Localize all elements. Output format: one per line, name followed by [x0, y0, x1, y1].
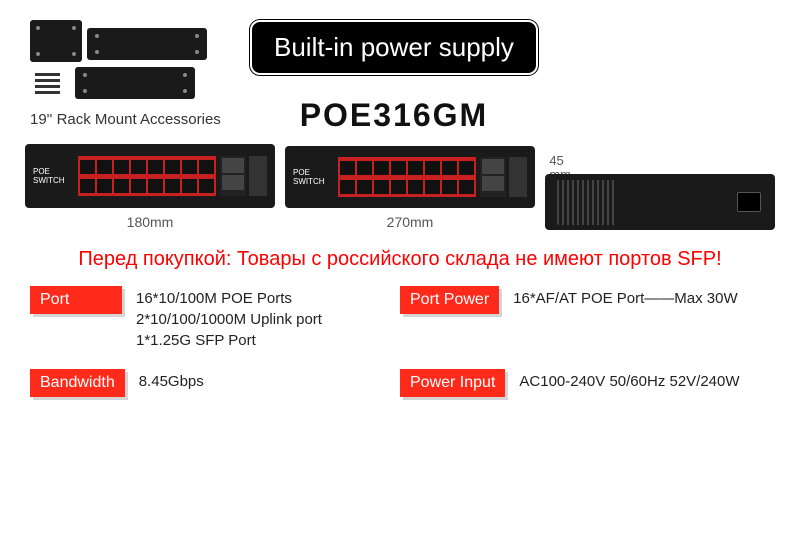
- spec-value-bandwidth: 8.45Gbps: [125, 369, 204, 392]
- spec-value-power-input: AC100-240V 50/60Hz 52V/240W: [505, 369, 739, 392]
- bracket-long-bottom: [75, 67, 195, 99]
- uplink-ports-2: [480, 157, 506, 197]
- width-dimension-2: 270mm: [285, 214, 535, 230]
- width-dimension-1: 180mm: [25, 214, 275, 230]
- bracket-small: [30, 20, 82, 62]
- spec-value-port: 16*10/100M POE Ports 2*10/100/1000M Upli…: [122, 286, 322, 351]
- uplink-ports: [220, 156, 246, 196]
- power-supply-badge: Built-in power supply: [250, 20, 538, 75]
- spec-port: Port 16*10/100M POE Ports 2*10/100/1000M…: [30, 286, 400, 351]
- poe-port-block-2: [338, 157, 476, 197]
- switch-perspective-view: POE SWITCH 45mm 270mm: [285, 146, 535, 230]
- switch-rear-view: [545, 174, 775, 230]
- mounting-screws: [35, 73, 60, 94]
- spec-port-power: Port Power 16*AF/AT POE Port——Max 30W: [400, 286, 770, 351]
- switch-label-2: POE SWITCH: [293, 168, 332, 186]
- spec-tag-bandwidth: Bandwidth: [30, 369, 125, 397]
- specifications-table: Port 16*10/100M POE Ports 2*10/100/1000M…: [0, 286, 800, 397]
- switch-front-view: POE SWITCH 180mm: [25, 144, 275, 230]
- sfp-port: [249, 156, 267, 196]
- switch-label: POE SWITCH: [33, 167, 72, 185]
- bracket-long-top: [87, 28, 207, 60]
- spec-tag-port-power: Port Power: [400, 286, 499, 314]
- rack-mount-label: 19'' Rack Mount Accessories: [30, 111, 230, 128]
- spec-tag-port: Port: [30, 286, 122, 314]
- warning-text: Перед покупкой: Товары с российского скл…: [10, 248, 790, 271]
- sfp-port-2: [509, 157, 527, 197]
- spec-value-port-power: 16*AF/AT POE Port——Max 30W: [499, 286, 738, 309]
- spec-power-input: Power Input AC100-240V 50/60Hz 52V/240W: [400, 369, 770, 397]
- model-number: POE316GM: [250, 97, 538, 134]
- poe-port-block: [78, 156, 216, 196]
- power-socket: [737, 192, 761, 212]
- ventilation-grille: [557, 180, 617, 225]
- spec-bandwidth: Bandwidth 8.45Gbps: [30, 369, 400, 397]
- spec-tag-power-input: Power Input: [400, 369, 505, 397]
- rack-mount-accessories: 19'' Rack Mount Accessories: [30, 20, 230, 128]
